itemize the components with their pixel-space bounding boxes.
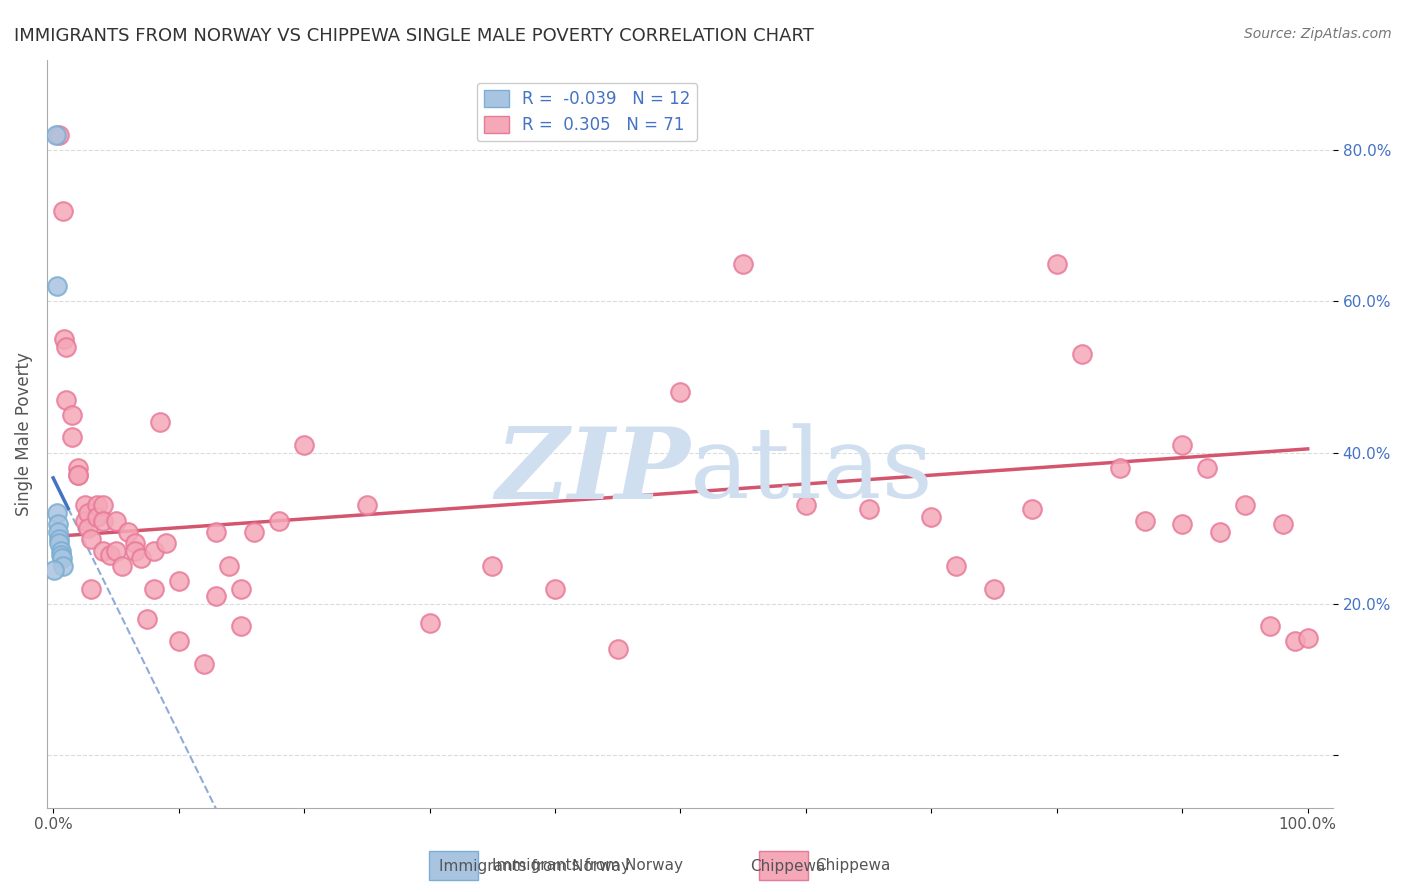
Point — [48, 128, 70, 143]
Text: Chippewa: Chippewa — [815, 858, 891, 872]
Point — [1197, 460, 1219, 475]
Point — [55, 392, 77, 407]
Point — [98, 548, 121, 562]
Point — [1133, 514, 1156, 528]
Point — [49, 543, 72, 558]
Point — [86, 509, 108, 524]
Point — [142, 582, 165, 596]
Point — [67, 468, 90, 483]
Point — [60, 408, 83, 422]
Point — [481, 558, 503, 573]
Point — [73, 514, 96, 528]
Text: Source: ZipAtlas.com: Source: ZipAtlas.com — [1244, 27, 1392, 41]
Point — [44, 563, 66, 577]
Point — [55, 340, 77, 354]
Point — [1171, 438, 1194, 452]
Point — [53, 332, 76, 346]
Point — [149, 415, 172, 429]
Point — [167, 634, 190, 648]
Point — [49, 548, 72, 562]
Point — [231, 619, 253, 633]
Point — [920, 509, 942, 524]
Point — [52, 558, 75, 573]
Point — [243, 524, 266, 539]
Point — [669, 385, 692, 400]
Point — [205, 589, 228, 603]
Point — [77, 506, 100, 520]
Point — [93, 499, 115, 513]
Point — [544, 582, 567, 596]
Point — [80, 582, 103, 596]
Point — [1296, 631, 1319, 645]
Text: Immigrants from Norway: Immigrants from Norway — [439, 859, 630, 874]
Point — [858, 502, 880, 516]
Point — [1021, 502, 1043, 516]
Point — [205, 524, 228, 539]
Point — [231, 582, 253, 596]
Point — [124, 536, 146, 550]
Point — [129, 551, 152, 566]
Point — [733, 257, 755, 271]
Point — [267, 514, 290, 528]
Point — [418, 615, 440, 630]
FancyBboxPatch shape — [429, 851, 478, 880]
Legend: R =  -0.039   N = 12, R =  0.305   N = 71: R = -0.039 N = 12, R = 0.305 N = 71 — [477, 83, 697, 141]
Point — [356, 499, 378, 513]
Point — [1108, 460, 1130, 475]
Point — [93, 543, 115, 558]
Point — [52, 203, 75, 218]
Point — [142, 543, 165, 558]
Point — [45, 279, 67, 293]
Point — [167, 574, 190, 588]
Point — [60, 430, 83, 444]
Text: ZIP: ZIP — [495, 423, 690, 519]
Point — [218, 558, 240, 573]
Text: atlas: atlas — [690, 423, 932, 519]
Point — [111, 558, 134, 573]
Point — [67, 468, 90, 483]
Point — [1209, 524, 1232, 539]
Point — [794, 499, 817, 513]
Point — [93, 514, 115, 528]
Point — [104, 514, 127, 528]
Point — [45, 506, 67, 520]
Point — [292, 438, 315, 452]
Point — [983, 582, 1005, 596]
Point — [46, 517, 69, 532]
Point — [104, 543, 127, 558]
Point — [136, 612, 159, 626]
Point — [1046, 257, 1069, 271]
Text: Immigrants from Norway: Immigrants from Norway — [492, 858, 683, 872]
FancyBboxPatch shape — [759, 851, 808, 880]
Point — [606, 642, 628, 657]
Point — [80, 533, 103, 547]
Point — [1258, 619, 1281, 633]
Point — [67, 460, 90, 475]
Point — [51, 551, 73, 566]
Point — [45, 128, 67, 143]
Point — [193, 657, 215, 672]
Text: IMMIGRANTS FROM NORWAY VS CHIPPEWA SINGLE MALE POVERTY CORRELATION CHART: IMMIGRANTS FROM NORWAY VS CHIPPEWA SINGL… — [14, 27, 814, 45]
Point — [1171, 517, 1194, 532]
Point — [73, 499, 96, 513]
Point — [117, 524, 139, 539]
Y-axis label: Single Male Poverty: Single Male Poverty — [15, 351, 32, 516]
Point — [124, 543, 146, 558]
Point — [945, 558, 967, 573]
Point — [1284, 634, 1306, 648]
Point — [1070, 347, 1092, 361]
Text: Chippewa: Chippewa — [749, 859, 825, 874]
Point — [46, 524, 69, 539]
Point — [86, 499, 108, 513]
Point — [1271, 517, 1294, 532]
Point — [48, 536, 70, 550]
Point — [77, 521, 100, 535]
Point — [1233, 499, 1256, 513]
Point — [155, 536, 177, 550]
Point — [48, 533, 70, 547]
